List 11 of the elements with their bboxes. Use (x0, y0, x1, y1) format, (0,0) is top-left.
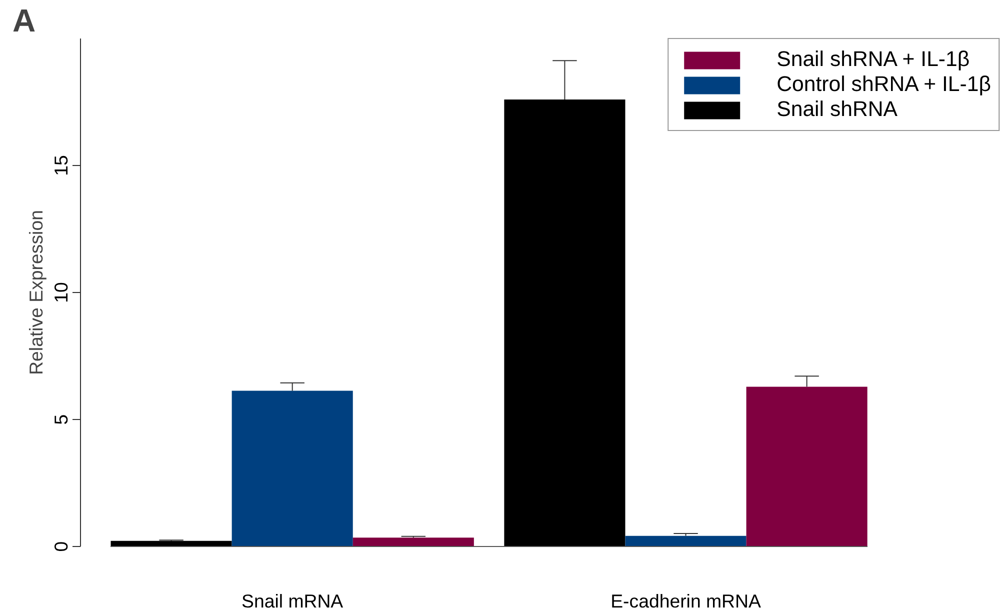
x-tick-label: E-cadherin mRNA (610, 590, 762, 612)
x-tick-label: Snail mRNA (242, 590, 344, 612)
legend-label: Control shRNA + IL-1β (776, 72, 991, 97)
y-axis-title: Relative Expression (26, 210, 46, 375)
y-tick-label: 15 (50, 155, 72, 176)
y-tick-label: 0 (50, 541, 72, 552)
legend-label: Snail shRNA (776, 97, 898, 122)
y-tick-label: 5 (50, 414, 72, 425)
legend-label: Snail shRNA + IL-1β (776, 47, 970, 72)
text: A (12, 2, 36, 38)
y-tick-label: 10 (50, 282, 72, 303)
